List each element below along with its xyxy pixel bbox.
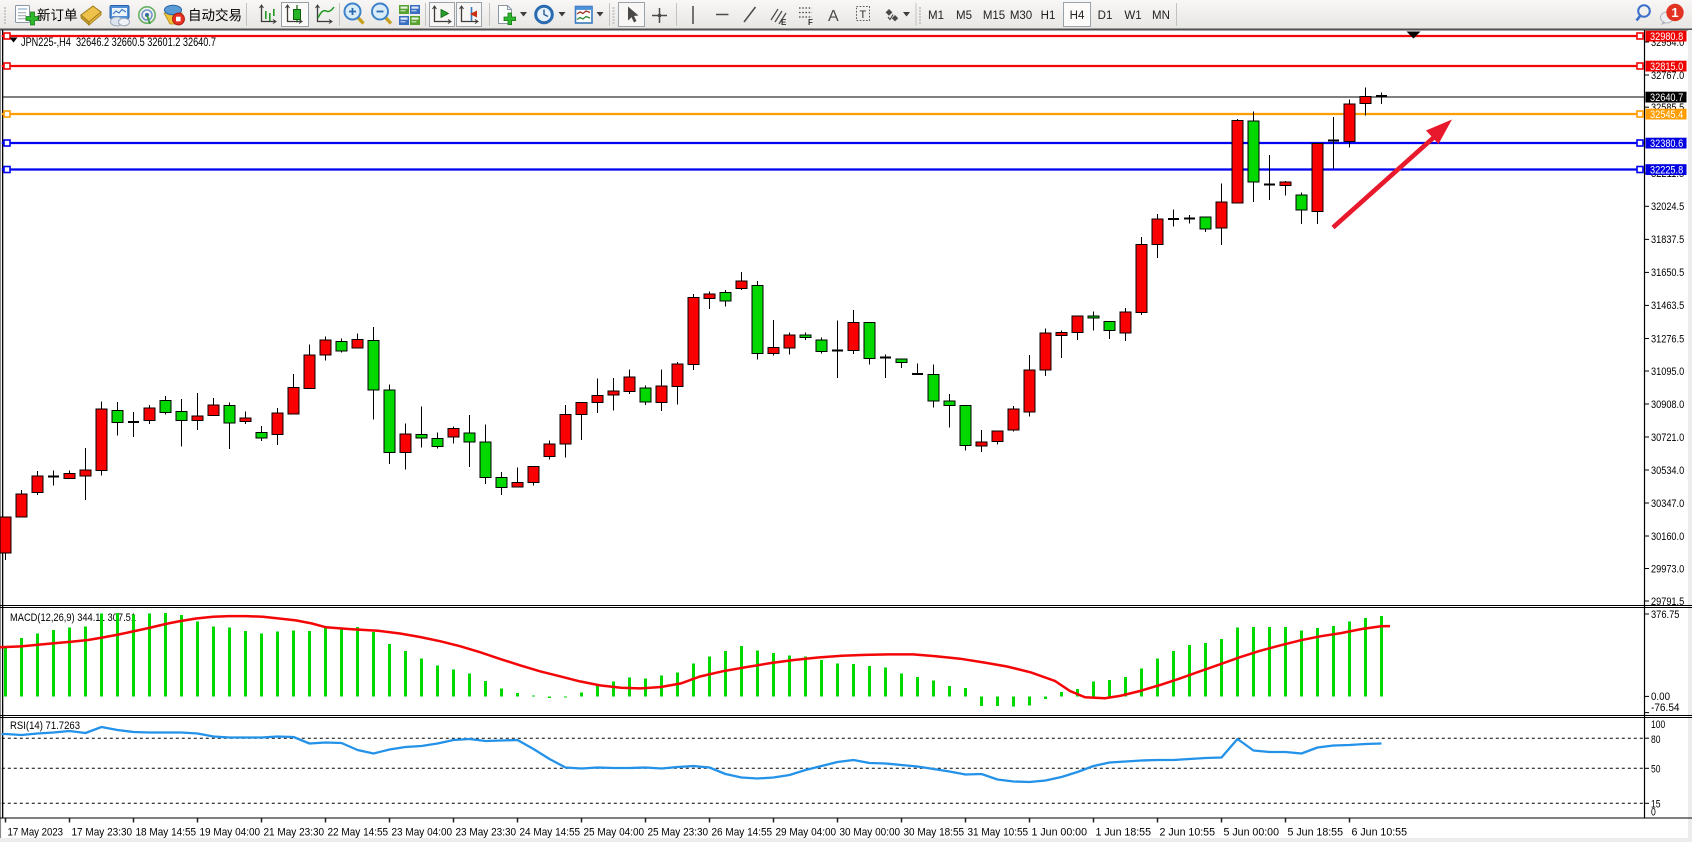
svg-text:29791.5: 29791.5 (1651, 596, 1684, 608)
svg-text:24 May 14:55: 24 May 14:55 (520, 827, 581, 839)
svg-text:新订单: 新订单 (37, 8, 78, 23)
svg-text:M30: M30 (1010, 10, 1032, 22)
svg-text:30347.0: 30347.0 (1651, 498, 1684, 510)
svg-text:32225.8: 32225.8 (1650, 165, 1683, 177)
svg-text:32980.8: 32980.8 (1650, 31, 1683, 43)
svg-text:0.00: 0.00 (1651, 691, 1670, 703)
svg-text:18 May 14:55: 18 May 14:55 (136, 827, 197, 839)
svg-text:0: 0 (1651, 807, 1656, 819)
svg-text:RSI(14) 71.7263: RSI(14) 71.7263 (10, 720, 80, 732)
svg-text:376.75: 376.75 (1651, 609, 1680, 621)
svg-text:5 Jun 18:55: 5 Jun 18:55 (1288, 827, 1344, 839)
svg-text:30160.0: 30160.0 (1651, 531, 1684, 543)
svg-text:MN: MN (1152, 10, 1170, 22)
svg-text:W1: W1 (1124, 10, 1141, 22)
svg-text:30 May 00:00: 30 May 00:00 (840, 827, 901, 839)
svg-text:23 May 04:00: 23 May 04:00 (392, 827, 453, 839)
svg-text:自动交易: 自动交易 (188, 7, 242, 23)
svg-text:30908.0: 30908.0 (1651, 399, 1684, 411)
svg-text:100: 100 (1651, 719, 1665, 731)
svg-text:JPN225-,H4 32646.2 32660.5 32: JPN225-,H4 32646.2 32660.5 32601.2 32640… (21, 35, 216, 49)
svg-text:25 May 04:00: 25 May 04:00 (584, 827, 645, 839)
svg-text:30721.0: 30721.0 (1651, 432, 1684, 444)
svg-text:D1: D1 (1098, 10, 1113, 22)
svg-text:31837.5: 31837.5 (1651, 234, 1684, 246)
svg-text:21 May 23:30: 21 May 23:30 (264, 827, 325, 839)
svg-text:17 May 2023: 17 May 2023 (8, 827, 64, 839)
svg-text:80: 80 (1651, 734, 1661, 746)
svg-text:1: 1 (1671, 5, 1678, 20)
svg-text:E: E (781, 18, 787, 27)
svg-text:T: T (860, 9, 867, 21)
svg-text:30534.0: 30534.0 (1651, 465, 1684, 477)
svg-text:32815.0: 32815.0 (1650, 61, 1683, 73)
svg-text:31276.5: 31276.5 (1651, 333, 1684, 345)
svg-text:31463.5: 31463.5 (1651, 300, 1684, 312)
svg-text:32545.4: 32545.4 (1650, 109, 1683, 121)
svg-text:M5: M5 (956, 10, 972, 22)
svg-text:2 Jun 10:55: 2 Jun 10:55 (1160, 827, 1216, 839)
svg-text:22 May 14:55: 22 May 14:55 (328, 827, 389, 839)
svg-text:M1: M1 (928, 10, 944, 22)
svg-text:6 Jun 10:55: 6 Jun 10:55 (1352, 827, 1408, 839)
svg-text:-76.54: -76.54 (1651, 702, 1680, 714)
svg-text:32767.0: 32767.0 (1651, 70, 1684, 82)
svg-text:32380.6: 32380.6 (1650, 138, 1683, 150)
svg-text:25 May 23:30: 25 May 23:30 (648, 827, 709, 839)
svg-text:1 Jun 18:55: 1 Jun 18:55 (1096, 827, 1152, 839)
svg-text:H1: H1 (1041, 10, 1056, 22)
svg-text:17 May 23:30: 17 May 23:30 (72, 827, 133, 839)
svg-text:A: A (828, 8, 839, 25)
svg-text:5 Jun 00:00: 5 Jun 00:00 (1224, 827, 1280, 839)
svg-text:31 May 10:55: 31 May 10:55 (968, 827, 1029, 839)
svg-text:15: 15 (1651, 799, 1661, 811)
svg-text:30 May 18:55: 30 May 18:55 (904, 827, 965, 839)
svg-text:31095.0: 31095.0 (1651, 366, 1684, 378)
svg-text:31650.5: 31650.5 (1651, 267, 1684, 279)
svg-text:MACD(12,26,9) 344.11 307.51: MACD(12,26,9) 344.11 307.51 (10, 612, 136, 624)
svg-text:H4: H4 (1070, 10, 1085, 22)
svg-text:29973.0: 29973.0 (1651, 563, 1684, 575)
svg-text:F: F (808, 18, 813, 27)
svg-text:32640.7: 32640.7 (1650, 92, 1683, 104)
svg-text:32024.5: 32024.5 (1651, 201, 1684, 213)
svg-text:M15: M15 (983, 10, 1005, 22)
svg-text:23 May 23:30: 23 May 23:30 (456, 827, 517, 839)
svg-text:50: 50 (1651, 764, 1661, 776)
svg-text:29 May 04:00: 29 May 04:00 (776, 827, 837, 839)
svg-text:26 May 14:55: 26 May 14:55 (712, 827, 773, 839)
svg-text:1 Jun 00:00: 1 Jun 00:00 (1032, 827, 1088, 839)
svg-text:19 May 04:00: 19 May 04:00 (200, 827, 261, 839)
